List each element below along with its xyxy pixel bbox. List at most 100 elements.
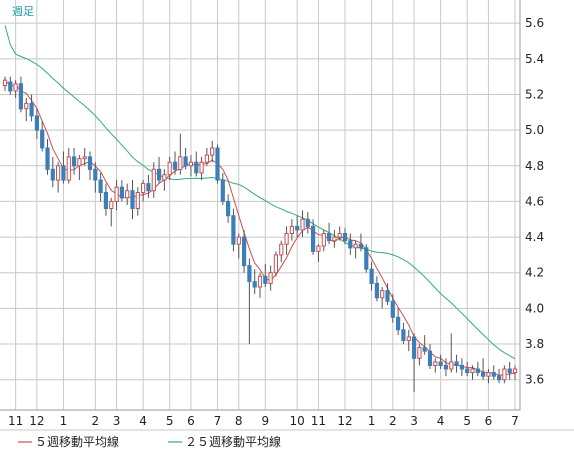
candle-body <box>433 361 438 366</box>
x-tick-label: 6 <box>485 414 493 428</box>
x-tick-label: 11 <box>311 414 326 428</box>
candle-body <box>497 375 502 381</box>
candle <box>438 354 443 369</box>
candle-body <box>157 168 162 181</box>
candle <box>502 365 507 384</box>
candle <box>34 108 39 140</box>
candle <box>342 228 348 245</box>
candle <box>497 369 502 384</box>
candle-body <box>491 372 496 377</box>
candle-body <box>295 225 300 231</box>
candle <box>236 233 241 259</box>
candle <box>204 147 210 166</box>
candle <box>512 365 518 380</box>
candle-body <box>242 236 247 267</box>
x-tick-label: 4 <box>437 414 445 428</box>
x-tick-label: 12 <box>29 414 44 428</box>
candle-body <box>130 190 135 209</box>
candle-body <box>125 190 130 199</box>
candle-body <box>289 225 294 234</box>
candle <box>443 358 448 377</box>
y-tick-label: 5.4 <box>525 52 544 66</box>
candle <box>369 262 374 291</box>
candle-body <box>34 115 39 131</box>
candle <box>172 151 178 175</box>
candle <box>45 139 50 175</box>
candle <box>465 361 470 377</box>
candle-body <box>183 156 188 167</box>
candle-body <box>146 183 151 192</box>
candle-body <box>385 290 390 302</box>
candle <box>353 240 358 259</box>
x-tick-label: 6 <box>187 414 195 428</box>
candle <box>119 180 125 202</box>
y-tick-label: 4.8 <box>525 159 544 173</box>
candle <box>311 219 316 255</box>
candle <box>390 294 395 323</box>
candle <box>475 361 480 377</box>
candle-body <box>178 156 183 170</box>
candle-body <box>348 240 353 249</box>
candle-body <box>273 254 278 274</box>
legend-layer: ５週移動平均線 ２５週移動平均線 <box>18 434 281 449</box>
candle <box>77 155 82 181</box>
candle-body <box>417 347 422 359</box>
candle <box>289 219 294 241</box>
candle-body <box>247 265 252 283</box>
candle <box>242 229 247 273</box>
x-tick-label: 12 <box>337 414 352 428</box>
x-tick-label: 3 <box>410 414 418 428</box>
candle <box>247 258 252 345</box>
candle-body <box>87 156 93 170</box>
candle <box>29 94 34 122</box>
grid-layer <box>0 0 520 410</box>
x-tick-label: 9 <box>261 414 269 428</box>
x-tick-label: 1 <box>368 414 376 428</box>
candle-body <box>167 161 172 176</box>
candle <box>50 156 55 188</box>
candle-body <box>369 268 374 285</box>
candle-body <box>151 168 156 192</box>
candle-body <box>502 368 507 381</box>
candle-body <box>486 372 491 377</box>
candle <box>406 329 411 352</box>
x-tick-label: 5 <box>166 414 174 428</box>
candle-body <box>406 336 411 341</box>
candle-body <box>119 186 125 199</box>
candle <box>151 162 156 198</box>
candle <box>125 183 130 205</box>
candle-body <box>236 236 241 245</box>
candle-body <box>412 336 417 359</box>
x-tick-label: 7 <box>214 414 222 428</box>
candle-body <box>465 368 470 374</box>
candle-body <box>72 156 77 167</box>
candle <box>263 263 268 287</box>
candle <box>417 344 422 366</box>
candle <box>491 365 496 380</box>
candle <box>18 76 23 113</box>
candle-body <box>512 368 518 374</box>
candle-body <box>342 233 348 242</box>
candle-body <box>475 368 480 374</box>
candle-body <box>204 154 210 163</box>
candle <box>300 210 305 238</box>
candle-layer <box>2 76 518 393</box>
candle-body <box>103 192 109 209</box>
candle-body <box>390 300 395 318</box>
candle <box>61 151 66 184</box>
candle <box>305 212 310 234</box>
candle <box>103 183 109 216</box>
candle-body <box>188 161 194 167</box>
candle <box>8 76 13 95</box>
candle <box>157 156 162 184</box>
candle-body <box>141 183 146 194</box>
candle-body <box>109 200 114 209</box>
candle-body <box>300 218 305 231</box>
candle-body <box>316 245 321 252</box>
candle <box>433 358 438 373</box>
candle <box>358 233 363 252</box>
candle-body <box>40 129 45 149</box>
y-tick-label: 3.8 <box>525 337 544 351</box>
candle-body <box>114 186 119 202</box>
